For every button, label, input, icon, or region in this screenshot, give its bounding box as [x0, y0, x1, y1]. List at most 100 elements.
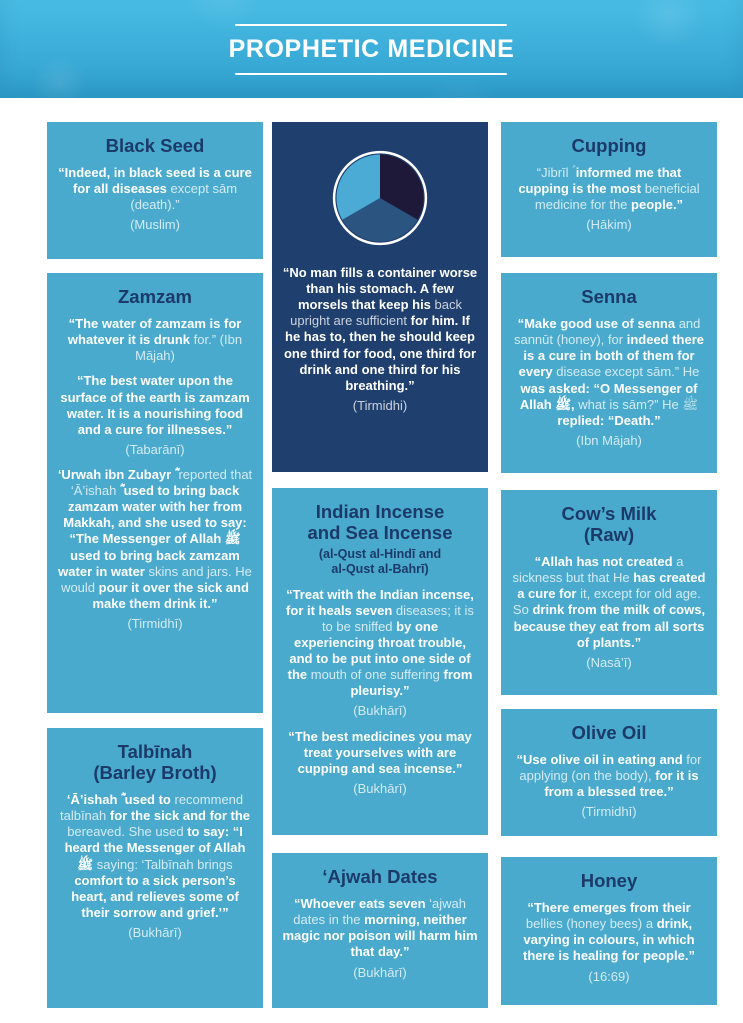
quote-text-light: (Tabarānī): [125, 441, 185, 457]
quote-text-light: recommend talbīnah: [59, 792, 244, 824]
stomach-thirds-pie-chart: [332, 150, 428, 246]
card-ajwah-dates: ‘Ajwah Dates “Whoever eats seven ‘ajwah d…: [272, 853, 488, 1008]
column-2: “No man fills a container worse than his…: [272, 122, 488, 1008]
quote-text-bold: comfort to a sick person’s heart, and re…: [71, 872, 239, 920]
source-reference: (Bukhārī): [281, 965, 479, 981]
quote-paragraph: “The best water upon the surface of the …: [56, 373, 254, 437]
quote-text-bold: replied: “Death.”: [557, 412, 661, 428]
quote-text-light: diseases; it is to be sniffed: [321, 602, 474, 634]
pie-slice-1: [380, 154, 424, 220]
quote-text-light: ‘ajwah dates in the: [293, 896, 466, 928]
quote-text-light: mouth of one suffering: [310, 667, 440, 683]
quote-paragraph: ‘Ā’ishah ؓ used to recommend talbīnah fo…: [56, 792, 254, 921]
quote-text-bold: “Allah has not created: [534, 554, 673, 570]
quote-text-light: (Ibn Mājah): [576, 432, 642, 448]
quote-text-bold: people.”: [631, 197, 684, 213]
quote-text-light: it, except for old age. So: [512, 586, 701, 618]
quote-text-light: (Tirmidhī): [581, 804, 637, 820]
quote-text-bold: by one experiencing throat trouble, and …: [287, 618, 471, 683]
source-reference: (Hākim): [510, 217, 708, 233]
pie-outline-ring: [332, 150, 428, 246]
card-subtitle: (al-Qust al-Hindī and al-Qust al-Bahrī): [318, 547, 442, 577]
quote-text-bold: indeed there is a cure in both of them f…: [518, 332, 705, 380]
quote-paragraph: “No man fills a container worse than his…: [281, 265, 479, 394]
source-reference: (Nasā’ī): [510, 655, 708, 671]
source-reference: (Tirmidhī): [510, 804, 708, 820]
source-reference: (Bukhārī): [281, 703, 479, 719]
source-reference: (Bukhārī): [281, 781, 479, 797]
pie-slice-3: [336, 154, 380, 220]
card-title: Senna: [581, 286, 637, 307]
quote-text-light: bellies (honey bees) a: [525, 916, 654, 932]
card-olive-oil: Olive Oil “Use olive oil in eating and fo…: [501, 709, 717, 836]
quote-text-light: (Muslim): [130, 217, 180, 233]
quote-text-light: skins and jars. He would: [61, 563, 252, 595]
quote-text-bold: for it is from a blessed tree.”: [544, 768, 699, 800]
quote-text-bold: has created a cure for: [517, 570, 706, 602]
title-rule-top: [235, 23, 508, 26]
quote-text-light: (Tirmidhī): [127, 615, 183, 631]
quote-text-bold: “Use olive oil in eating and: [516, 752, 683, 768]
card-talbinah: Talbīnah (Barley Broth) ‘Ā’ishah ؓ used to…: [47, 728, 263, 1008]
quote-paragraph: “The water of zamzam is for whatever it …: [56, 316, 254, 364]
quote-text-light: (Hākim): [586, 217, 632, 233]
quote-text-light: (Nasā’ī): [586, 654, 632, 670]
source-reference: (Muslim): [56, 217, 254, 233]
quote-text-bold: informed me that cupping is the most: [518, 165, 682, 197]
quote-text-light: for applying (on the body),: [519, 752, 702, 784]
quote-text-bold: from pleurisy.”: [350, 667, 473, 699]
quote-text-bold: to say: “I heard the Messenger of Allah …: [64, 824, 246, 872]
quote-text-light: beneficial medicine for the: [534, 181, 700, 213]
pie-slice-2: [342, 198, 418, 242]
quote-paragraph: “Make good use of senna and sannūt (hone…: [510, 316, 708, 429]
quote-paragraph: “There emerges from their bellies (honey…: [510, 900, 708, 964]
card-honey: Honey “There emerges from their bellies (…: [501, 857, 717, 1005]
quote-text-bold: “There emerges from their: [527, 900, 691, 916]
card-title: Indian Incense and Sea Incense: [307, 501, 453, 544]
card-title: Talbīnah (Barley Broth): [93, 741, 217, 784]
card-zamzam: Zamzam “The water of zamzam is for whatev…: [47, 273, 263, 713]
quote-text-light: (Bukhārī): [353, 703, 407, 719]
quote-text-light: except sām (death).”: [130, 181, 238, 213]
quote-text-bold: pour it over the sick and make them drin…: [92, 579, 249, 611]
card-indian-incense: Indian Incense and Sea Incense (al-Qust al…: [272, 488, 488, 835]
quote-text-bold: ؓ used to bring back zamzam water with h…: [58, 483, 247, 579]
card-title: Honey: [580, 870, 638, 891]
card-title: Olive Oil: [571, 722, 647, 743]
quote-text-light: “Jibrīl ؑ: [536, 165, 573, 181]
quote-text-light: disease except sām.” He: [556, 364, 700, 380]
source-reference: (Ibn Mājah): [510, 433, 708, 449]
card-title: Cupping: [571, 135, 647, 156]
card-title: Zamzam: [117, 286, 193, 307]
quote-text-light: what is sām?” He ﷺ: [578, 396, 699, 412]
quote-text-light: (16:69): [588, 968, 630, 984]
quote-paragraph: “Treat with the Indian incense, for it h…: [281, 587, 479, 700]
quote-paragraph: “Allah has not created a sickness but th…: [510, 554, 708, 651]
quote-text-bold: “No man fills a container worse than his…: [282, 265, 478, 313]
quote-text-bold: drink from the milk of cows, because the…: [513, 602, 706, 650]
quote-text-light: and sannūt (honey), for: [513, 316, 701, 348]
card-title: Cow’s Milk (Raw): [561, 503, 657, 546]
card-title: ‘Ajwah Dates: [322, 866, 438, 887]
quote-paragraph: “Indeed, in black seed is a cure for all…: [56, 165, 254, 213]
quote-text-light: (Bukhārī): [353, 780, 407, 796]
page-title: PROPHETIC MEDICINE: [228, 34, 515, 63]
card-cows-milk: Cow’s Milk (Raw) “Allah has not created a …: [501, 490, 717, 695]
quote-text-bold: “Indeed, in black seed is a cure for all…: [58, 165, 252, 197]
quote-text-light: a sickness but that He: [512, 554, 684, 586]
card-cupping: Cupping “Jibrīl ؑ informed me that cuppin…: [501, 122, 717, 257]
column-1: Black Seed “Indeed, in black seed is a cu…: [47, 122, 263, 1008]
card-black-seed: Black Seed “Indeed, in black seed is a cu…: [47, 122, 263, 259]
quote-text-bold: ‘Ā’ishah ؓ used to: [66, 792, 171, 808]
quote-text-bold: “The best medicines you may treat yourse…: [288, 728, 472, 776]
quote-text-light: back upright are sufficient: [290, 297, 463, 329]
card-title: Black Seed: [105, 135, 205, 156]
quote-text-bold: for him. If he has to, then he should ke…: [283, 313, 477, 393]
quote-text-bold: was asked: “O Messenger of Allah ﷺ,: [519, 380, 698, 412]
quote-text-light: bereaved. She used: [67, 824, 184, 840]
quote-paragraph: “Jibrīl ؑ informed me that cupping is th…: [510, 165, 708, 213]
quote-paragraph: ‘Urwah ibn Zubayr ؓ reported that ‘Ā’ish…: [56, 467, 254, 612]
quote-text-bold: ‘Urwah ibn Zubayr ؓ: [57, 466, 175, 482]
quote-paragraph: “Use olive oil in eating and for applyin…: [510, 752, 708, 800]
